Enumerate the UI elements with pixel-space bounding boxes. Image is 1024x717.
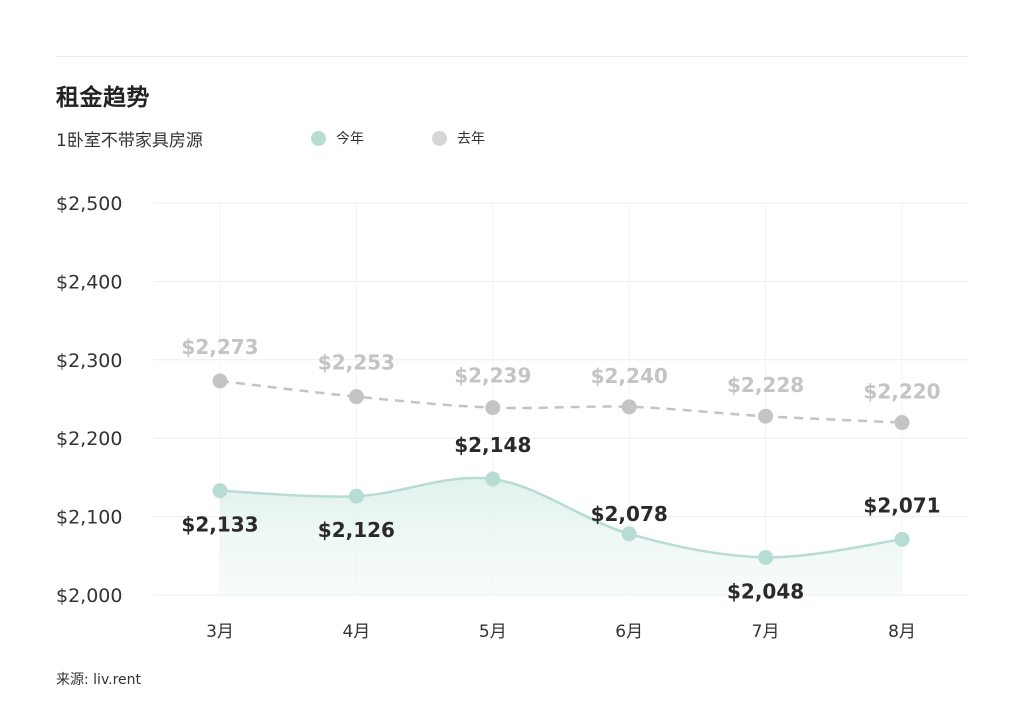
- legend-item-current: 今年: [311, 128, 364, 148]
- data-label-previous: $2,253: [318, 351, 395, 375]
- data-label-previous: $2,228: [727, 373, 804, 397]
- data-point-current: [894, 531, 910, 547]
- y-tick-label: $2,500: [56, 193, 122, 215]
- source-note: 来源: liv.rent: [56, 672, 142, 688]
- data-point-previous: [485, 400, 501, 416]
- data-label-current: $2,078: [591, 502, 668, 526]
- data-point-current: [212, 483, 228, 499]
- x-tick-label: 5月: [479, 622, 507, 642]
- data-point-previous: [621, 399, 637, 415]
- data-point-previous: [758, 408, 774, 424]
- legend-dot-previous: [432, 130, 447, 146]
- top-divider: [56, 56, 968, 57]
- data-point-current: [485, 471, 501, 487]
- data-label-current: $2,133: [181, 513, 258, 537]
- y-tick-label: $2,300: [56, 350, 122, 372]
- data-label-current: $2,148: [454, 433, 531, 457]
- x-tick-label: 3月: [206, 622, 234, 642]
- line-layer: [219, 379, 903, 559]
- label-layer: $2,133 $2,126 $2,148 $2,078 $2,048 $2,071 $2,2…: [181, 335, 940, 603]
- data-label-previous: $2,240: [591, 364, 668, 388]
- data-point-current: [758, 549, 774, 565]
- data-label-previous: $2,273: [181, 335, 258, 359]
- y-tick-label: $2,100: [56, 507, 122, 529]
- legend-item-previous: 去年: [432, 128, 485, 148]
- x-tick-label: 6月: [615, 622, 643, 642]
- series-line-current: [219, 476, 903, 559]
- legend-dot-current: [311, 130, 326, 146]
- data-point-previous: [894, 415, 910, 431]
- x-tick-label: 7月: [752, 622, 780, 642]
- legend-label-previous: 去年: [457, 131, 485, 147]
- y-tick-label: $2,000: [56, 585, 122, 607]
- x-tick-label: 8月: [888, 622, 916, 642]
- data-point-previous: [348, 389, 364, 405]
- legend-label-current: 今年: [336, 131, 364, 147]
- x-tick-label: 4月: [342, 622, 370, 642]
- data-label-previous: $2,220: [863, 380, 940, 404]
- area-layer: [220, 477, 902, 595]
- data-point-current: [621, 526, 637, 542]
- series-area-current: [220, 477, 902, 595]
- chart-title: 租金趋势: [56, 85, 150, 111]
- series-line-previous: [219, 379, 903, 424]
- y-tick-label: $2,400: [56, 271, 122, 293]
- chart-subtitle: 1卧室不带家具房源: [56, 131, 203, 151]
- point-layer: [212, 373, 910, 565]
- data-label-current: $2,048: [727, 579, 804, 603]
- data-label-current: $2,126: [318, 518, 395, 542]
- data-point-previous: [212, 373, 228, 389]
- y-tick-label: $2,200: [56, 428, 122, 450]
- data-point-current: [348, 488, 364, 504]
- data-label-current: $2,071: [863, 493, 940, 517]
- data-label-previous: $2,239: [454, 364, 531, 388]
